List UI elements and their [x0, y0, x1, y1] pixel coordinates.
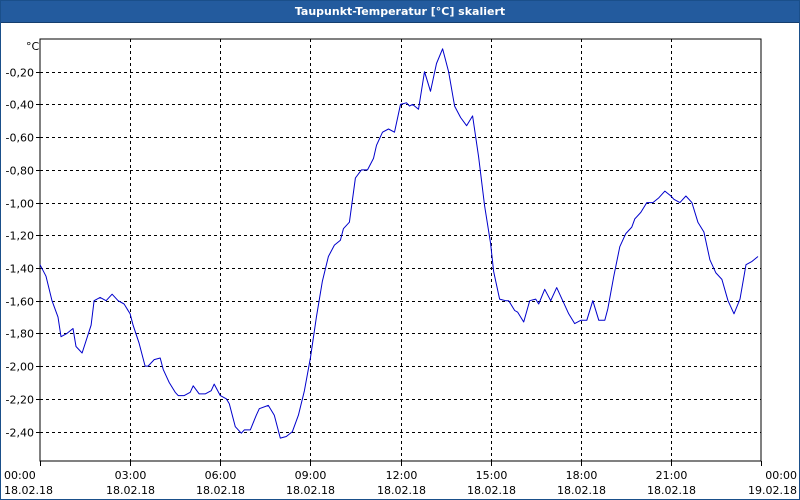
x-tick-date-label: 18.02.18: [196, 484, 245, 497]
y-tick-label: -0,80: [6, 165, 34, 178]
x-tick-time-label: 06:00: [205, 469, 237, 482]
y-tick-label: -1,00: [6, 198, 34, 211]
y-tick-label: -1,80: [6, 328, 34, 341]
y-tick-label: -1,60: [6, 296, 34, 309]
x-tick-date-label: 19.02.18: [748, 484, 797, 497]
x-tick-date-label: 18.02.18: [557, 484, 606, 497]
x-tick-time-label: 00:00: [4, 469, 36, 482]
y-tick-label: -2,40: [6, 427, 34, 440]
x-tick-time-label: 03:00: [115, 469, 147, 482]
x-tick-time-label: 00:00: [765, 469, 797, 482]
series-line: [39, 48, 759, 439]
chart-title: Taupunkt-Temperatur [°C] skaliert: [1, 1, 799, 23]
x-tick-time-label: 18:00: [566, 469, 598, 482]
x-tick-time-label: 12:00: [386, 469, 418, 482]
x-tick-date-label: 18.02.18: [4, 484, 53, 497]
x-tick-date-label: 18.02.18: [106, 484, 155, 497]
y-tick-label: -0,20: [6, 67, 34, 80]
x-axis: 00:00 18.02.18 03:00 18.02.18 06:00 18.02.18 0…: [4, 461, 797, 497]
x-tick-date-label: 18.02.18: [286, 484, 335, 497]
y-tick-label: -2,20: [6, 394, 34, 407]
y-tick-label: -1,20: [6, 230, 34, 243]
x-tick-time-label: 09:00: [295, 469, 327, 482]
x-tick-date-label: 18.02.18: [647, 484, 696, 497]
y-tick-label: -1,40: [6, 263, 34, 276]
y-tick-label: -0,60: [6, 132, 34, 145]
x-tick-date-label: 18.02.18: [377, 484, 426, 497]
y-axis: -0,20 -0,40 -0,60 -0,80 -1,00 -1,20 -1,40 -1,60…: [6, 67, 40, 440]
plot-area: [39, 38, 762, 462]
y-axis-unit-label: °C: [26, 40, 40, 53]
x-tick-time-label: 21:00: [656, 469, 688, 482]
x-tick-date-label: 18.02.18: [467, 484, 516, 497]
series-group: [39, 48, 759, 439]
y-tick-label: -0,40: [6, 99, 34, 112]
y-tick-label: -2,00: [6, 361, 34, 374]
x-tick-time-label: 15:00: [476, 469, 508, 482]
grid: [40, 39, 761, 461]
